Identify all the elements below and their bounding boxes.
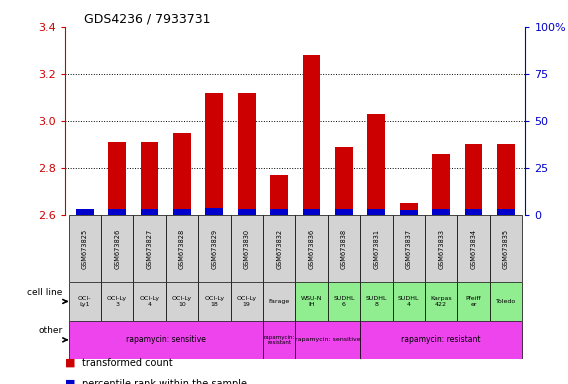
Text: rapamycin: sensitive: rapamycin: sensitive — [126, 335, 206, 344]
Bar — [270, 209, 288, 215]
Text: Toledo: Toledo — [496, 299, 516, 304]
FancyBboxPatch shape — [231, 282, 263, 321]
Text: OCI-Ly
19: OCI-Ly 19 — [237, 296, 257, 307]
Text: GSM673835: GSM673835 — [503, 228, 509, 269]
Bar — [335, 209, 353, 215]
Bar — [432, 154, 450, 215]
Bar — [367, 114, 385, 215]
Text: GSM673832: GSM673832 — [276, 228, 282, 269]
Text: OCI-Ly
18: OCI-Ly 18 — [204, 296, 224, 307]
Bar — [400, 210, 417, 215]
Text: OCI-
Ly1: OCI- Ly1 — [78, 296, 91, 307]
FancyBboxPatch shape — [133, 215, 166, 282]
FancyBboxPatch shape — [198, 282, 231, 321]
Bar — [465, 144, 482, 215]
FancyBboxPatch shape — [69, 282, 101, 321]
Bar — [76, 209, 94, 215]
Text: cell line: cell line — [27, 288, 62, 297]
Bar — [303, 209, 320, 215]
Bar — [108, 209, 126, 215]
Bar — [335, 147, 353, 215]
FancyBboxPatch shape — [392, 215, 425, 282]
Bar — [432, 209, 450, 215]
Text: SUDHL
6: SUDHL 6 — [333, 296, 354, 307]
Text: GSM673834: GSM673834 — [470, 228, 477, 269]
FancyBboxPatch shape — [328, 215, 360, 282]
FancyBboxPatch shape — [263, 215, 295, 282]
Text: GSM673830: GSM673830 — [244, 228, 250, 269]
Text: OCI-Ly
4: OCI-Ly 4 — [140, 296, 160, 307]
FancyBboxPatch shape — [69, 321, 263, 359]
Text: ■: ■ — [65, 379, 76, 384]
Bar — [141, 142, 158, 215]
FancyBboxPatch shape — [231, 215, 263, 282]
FancyBboxPatch shape — [263, 282, 295, 321]
Text: rapamycin: resistant: rapamycin: resistant — [402, 335, 481, 344]
Text: Karpas
422: Karpas 422 — [431, 296, 452, 307]
Text: SUDHL
8: SUDHL 8 — [366, 296, 387, 307]
Bar — [206, 208, 223, 215]
Text: rapamycin:
resistant: rapamycin: resistant — [264, 334, 295, 345]
Text: Farage: Farage — [269, 299, 290, 304]
FancyBboxPatch shape — [328, 282, 360, 321]
FancyBboxPatch shape — [425, 282, 457, 321]
FancyBboxPatch shape — [457, 282, 490, 321]
Text: transformed count: transformed count — [82, 358, 173, 368]
Text: ■: ■ — [65, 358, 76, 368]
Text: GSM673833: GSM673833 — [438, 228, 444, 269]
FancyBboxPatch shape — [133, 282, 166, 321]
Text: rapamycin: sensitive: rapamycin: sensitive — [295, 337, 361, 343]
FancyBboxPatch shape — [360, 282, 392, 321]
Text: GSM673838: GSM673838 — [341, 228, 347, 269]
FancyBboxPatch shape — [360, 321, 522, 359]
FancyBboxPatch shape — [166, 215, 198, 282]
Text: SUDHL
4: SUDHL 4 — [398, 296, 420, 307]
Text: GSM673831: GSM673831 — [373, 228, 379, 269]
Bar — [465, 209, 482, 215]
Text: percentile rank within the sample: percentile rank within the sample — [82, 379, 247, 384]
FancyBboxPatch shape — [295, 215, 328, 282]
FancyBboxPatch shape — [425, 215, 457, 282]
Bar — [238, 93, 256, 215]
Text: GSM673827: GSM673827 — [147, 228, 153, 269]
FancyBboxPatch shape — [69, 215, 101, 282]
FancyBboxPatch shape — [457, 215, 490, 282]
Bar — [497, 209, 515, 215]
Text: GSM673828: GSM673828 — [179, 228, 185, 269]
FancyBboxPatch shape — [101, 215, 133, 282]
Text: GSM673829: GSM673829 — [211, 228, 218, 269]
Bar — [303, 55, 320, 215]
Text: Pfeiff
er: Pfeiff er — [466, 296, 481, 307]
FancyBboxPatch shape — [490, 282, 522, 321]
Bar — [173, 133, 191, 215]
FancyBboxPatch shape — [166, 282, 198, 321]
Text: GSM673826: GSM673826 — [114, 228, 120, 269]
Text: GSM673825: GSM673825 — [82, 228, 88, 269]
Bar — [400, 203, 417, 215]
Text: other: other — [38, 326, 62, 335]
FancyBboxPatch shape — [101, 282, 133, 321]
Bar — [206, 93, 223, 215]
Text: WSU-N
IH: WSU-N IH — [301, 296, 322, 307]
Bar — [108, 142, 126, 215]
Bar — [238, 209, 256, 215]
Bar — [367, 209, 385, 215]
Bar — [497, 144, 515, 215]
Text: OCI-Ly
3: OCI-Ly 3 — [107, 296, 127, 307]
FancyBboxPatch shape — [263, 321, 295, 359]
Bar — [173, 209, 191, 215]
FancyBboxPatch shape — [360, 215, 392, 282]
FancyBboxPatch shape — [198, 215, 231, 282]
Bar — [76, 210, 94, 215]
FancyBboxPatch shape — [392, 282, 425, 321]
Text: OCI-Ly
10: OCI-Ly 10 — [172, 296, 192, 307]
FancyBboxPatch shape — [295, 282, 328, 321]
FancyBboxPatch shape — [295, 321, 360, 359]
Text: GSM673837: GSM673837 — [406, 228, 412, 269]
FancyBboxPatch shape — [490, 215, 522, 282]
Bar — [141, 209, 158, 215]
Bar — [270, 175, 288, 215]
Text: GDS4236 / 7933731: GDS4236 / 7933731 — [83, 13, 210, 26]
Text: GSM673836: GSM673836 — [308, 228, 315, 269]
